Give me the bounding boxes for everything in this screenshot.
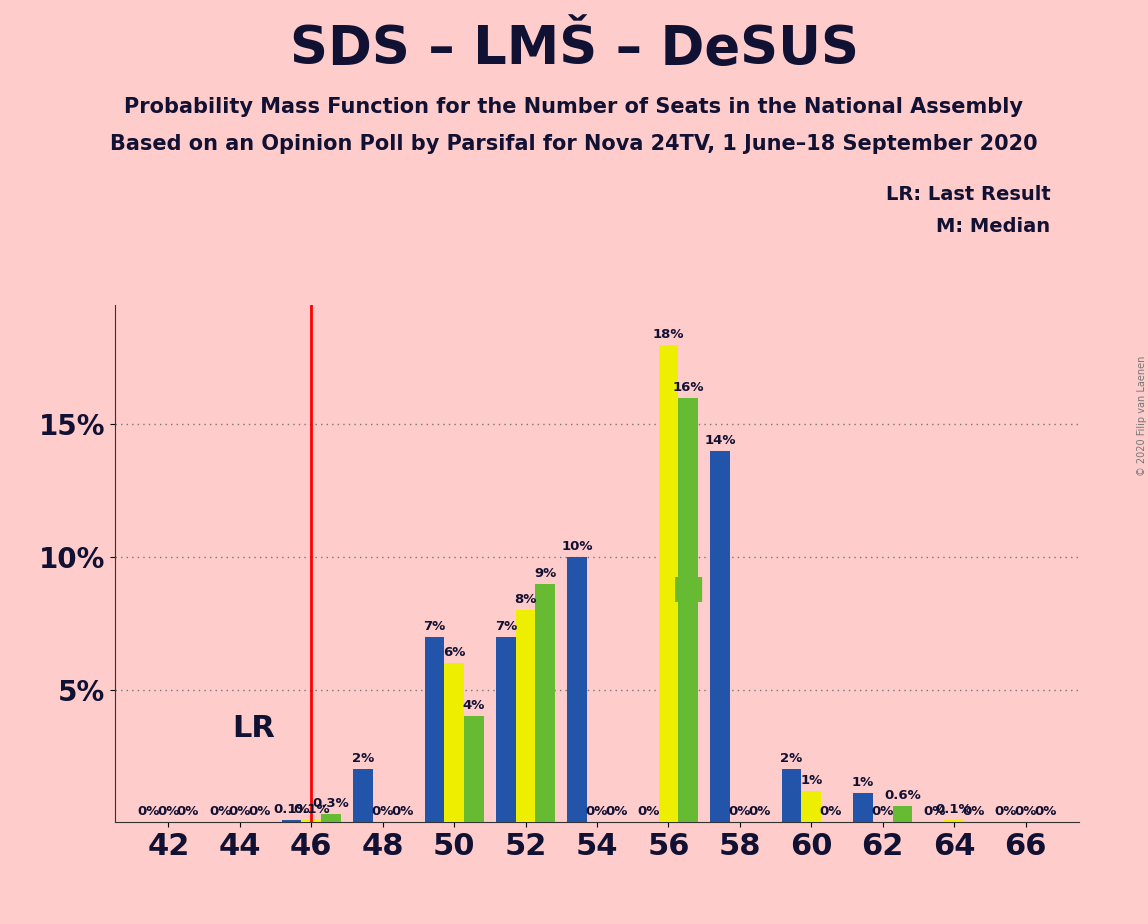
Text: 0%: 0% xyxy=(1015,806,1037,819)
Text: 1%: 1% xyxy=(852,776,874,789)
Text: 0%: 0% xyxy=(209,806,232,819)
Text: 2%: 2% xyxy=(352,752,374,765)
Text: Based on an Opinion Poll by Parsifal for Nova 24TV, 1 June–18 September 2020: Based on an Opinion Poll by Parsifal for… xyxy=(110,134,1038,154)
Text: 0%: 0% xyxy=(923,806,946,819)
Text: 10%: 10% xyxy=(561,540,594,553)
Bar xyxy=(321,814,341,822)
Text: 0%: 0% xyxy=(138,806,160,819)
Text: 16%: 16% xyxy=(673,381,704,394)
Bar xyxy=(425,637,444,822)
Text: LR: Last Result: LR: Last Result xyxy=(885,185,1050,204)
Text: Probability Mass Function for the Number of Seats in the National Assembly: Probability Mass Function for the Number… xyxy=(124,97,1024,117)
Text: 0%: 0% xyxy=(729,806,751,819)
Bar xyxy=(853,793,872,822)
Text: 9%: 9% xyxy=(534,566,557,579)
Text: 7%: 7% xyxy=(495,620,517,633)
Text: 0%: 0% xyxy=(372,806,394,819)
Text: 14%: 14% xyxy=(705,434,736,447)
Text: 0.1%: 0.1% xyxy=(273,803,310,816)
Text: 0%: 0% xyxy=(157,806,179,819)
Text: 1%: 1% xyxy=(800,773,822,786)
Bar xyxy=(281,820,302,822)
Text: 0%: 0% xyxy=(994,806,1017,819)
Text: 0%: 0% xyxy=(605,806,628,819)
Text: 8%: 8% xyxy=(514,593,537,606)
Text: 0%: 0% xyxy=(177,806,200,819)
Bar xyxy=(567,557,587,822)
Text: 0%: 0% xyxy=(637,806,660,819)
Text: 0%: 0% xyxy=(962,806,985,819)
Bar xyxy=(302,820,321,822)
Text: 0%: 0% xyxy=(248,806,271,819)
Text: 0%: 0% xyxy=(391,806,413,819)
Bar xyxy=(678,398,698,822)
Text: LR: LR xyxy=(233,714,276,744)
Text: M: Median: M: Median xyxy=(937,217,1050,237)
Bar xyxy=(354,770,373,822)
Bar xyxy=(892,807,913,822)
Text: M: M xyxy=(672,577,705,609)
Text: 0%: 0% xyxy=(820,806,843,819)
Text: 0.1%: 0.1% xyxy=(293,803,329,816)
Text: 0.1%: 0.1% xyxy=(936,803,972,816)
Bar xyxy=(945,820,964,822)
Text: SDS – LMŠ – DeSUS: SDS – LMŠ – DeSUS xyxy=(289,23,859,75)
Text: 7%: 7% xyxy=(424,620,445,633)
Bar xyxy=(496,637,515,822)
Text: 6%: 6% xyxy=(443,646,465,659)
Text: 18%: 18% xyxy=(653,328,684,341)
Text: 0%: 0% xyxy=(871,806,894,819)
Text: 0%: 0% xyxy=(1034,806,1056,819)
Bar xyxy=(711,451,730,822)
Text: 4%: 4% xyxy=(463,699,484,712)
Bar xyxy=(659,345,678,822)
Text: 0.3%: 0.3% xyxy=(312,797,349,810)
Text: © 2020 Filip van Laenen: © 2020 Filip van Laenen xyxy=(1138,356,1147,476)
Text: 0%: 0% xyxy=(585,806,608,819)
Bar xyxy=(782,770,801,822)
Bar xyxy=(515,610,535,822)
Text: 2%: 2% xyxy=(781,752,802,765)
Bar xyxy=(535,584,554,822)
Bar xyxy=(464,716,483,822)
Bar xyxy=(444,663,464,822)
Text: 0.6%: 0.6% xyxy=(884,789,921,802)
Text: 0%: 0% xyxy=(748,806,770,819)
Bar xyxy=(801,791,821,822)
Text: 0%: 0% xyxy=(228,806,251,819)
